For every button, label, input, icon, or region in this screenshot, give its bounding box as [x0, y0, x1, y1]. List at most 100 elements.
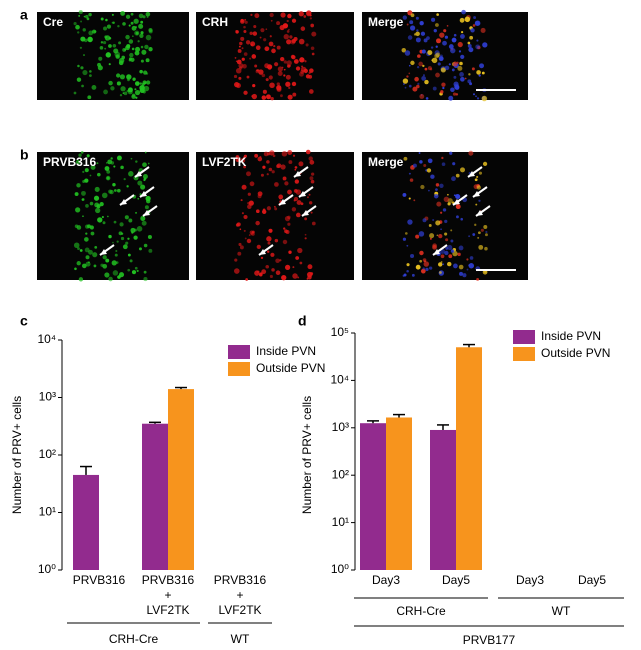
legend-label: Inside PVN	[541, 329, 601, 343]
cell	[78, 10, 83, 15]
cell	[235, 223, 240, 227]
cell	[247, 204, 252, 210]
cell	[444, 250, 449, 256]
cell	[439, 32, 445, 38]
cell	[425, 97, 429, 100]
cell	[421, 49, 426, 54]
cell	[263, 38, 267, 42]
cell	[88, 12, 92, 17]
cell	[239, 245, 244, 250]
cell	[271, 48, 276, 54]
cell	[97, 217, 103, 223]
cell	[459, 17, 465, 23]
cell	[464, 16, 471, 23]
cell	[249, 57, 252, 60]
cell	[272, 154, 276, 158]
cell	[281, 66, 284, 69]
cell	[424, 67, 428, 71]
cell	[112, 43, 117, 48]
legend-swatch	[513, 347, 535, 361]
cell	[235, 60, 238, 63]
cell	[135, 46, 141, 52]
cell	[137, 40, 140, 43]
cell	[261, 73, 266, 78]
cell	[143, 85, 150, 92]
cell	[234, 258, 238, 262]
cell	[127, 268, 131, 272]
cell	[433, 28, 437, 33]
cell	[119, 74, 126, 80]
cell	[456, 215, 459, 219]
cell	[308, 201, 313, 205]
cell	[478, 74, 481, 77]
x-tick-label: LVF2TK	[146, 603, 189, 617]
cell	[254, 270, 260, 276]
cell	[285, 229, 290, 235]
image-label: LVF2TK	[202, 155, 247, 169]
cell	[460, 217, 464, 221]
micrograph	[196, 152, 354, 280]
cell	[250, 41, 256, 47]
cell	[85, 204, 89, 208]
cell	[143, 243, 148, 248]
cell	[308, 156, 313, 161]
cell	[81, 263, 87, 269]
cell	[113, 48, 119, 54]
cell	[426, 168, 432, 173]
cell	[274, 62, 279, 67]
cell	[436, 234, 439, 237]
cell	[427, 158, 433, 164]
y-tick-label: 10³	[39, 390, 56, 404]
cell	[234, 57, 237, 59]
cell	[268, 167, 273, 172]
cell	[303, 68, 308, 74]
cell	[287, 222, 291, 226]
cell	[483, 225, 488, 230]
cell	[474, 223, 477, 227]
cell	[457, 41, 463, 48]
cell	[93, 264, 97, 268]
cell	[304, 60, 307, 63]
cell	[306, 196, 309, 199]
cell	[447, 261, 452, 267]
cell	[476, 277, 480, 281]
cell	[427, 66, 432, 71]
cells	[73, 10, 153, 100]
cell	[265, 78, 269, 82]
cell	[406, 263, 410, 267]
cell	[446, 25, 449, 27]
cell	[243, 154, 248, 158]
cell	[444, 219, 448, 224]
cell	[418, 152, 421, 154]
cell	[419, 259, 423, 263]
cell	[275, 270, 281, 276]
cell	[147, 234, 152, 240]
cell	[95, 207, 101, 214]
cell	[477, 236, 480, 239]
arrow-head	[120, 199, 127, 205]
panel-letter: d	[298, 313, 307, 329]
cell	[453, 75, 457, 79]
cell	[301, 65, 304, 68]
cell	[126, 74, 131, 79]
cell	[408, 197, 411, 200]
cell	[104, 272, 110, 278]
cell	[455, 194, 460, 199]
arrow-head	[279, 199, 286, 205]
cell	[251, 95, 254, 98]
cell	[131, 270, 137, 275]
arrow-head	[433, 249, 440, 255]
cell	[137, 197, 140, 200]
cell	[106, 170, 111, 174]
cell	[241, 184, 247, 190]
cell	[116, 155, 122, 161]
bar	[456, 347, 482, 570]
cell	[75, 24, 80, 30]
cell	[85, 255, 90, 260]
cell	[430, 174, 435, 179]
cell	[415, 234, 420, 239]
cell	[122, 92, 125, 94]
cell	[247, 201, 250, 205]
cell	[139, 85, 145, 91]
cell	[478, 244, 484, 250]
